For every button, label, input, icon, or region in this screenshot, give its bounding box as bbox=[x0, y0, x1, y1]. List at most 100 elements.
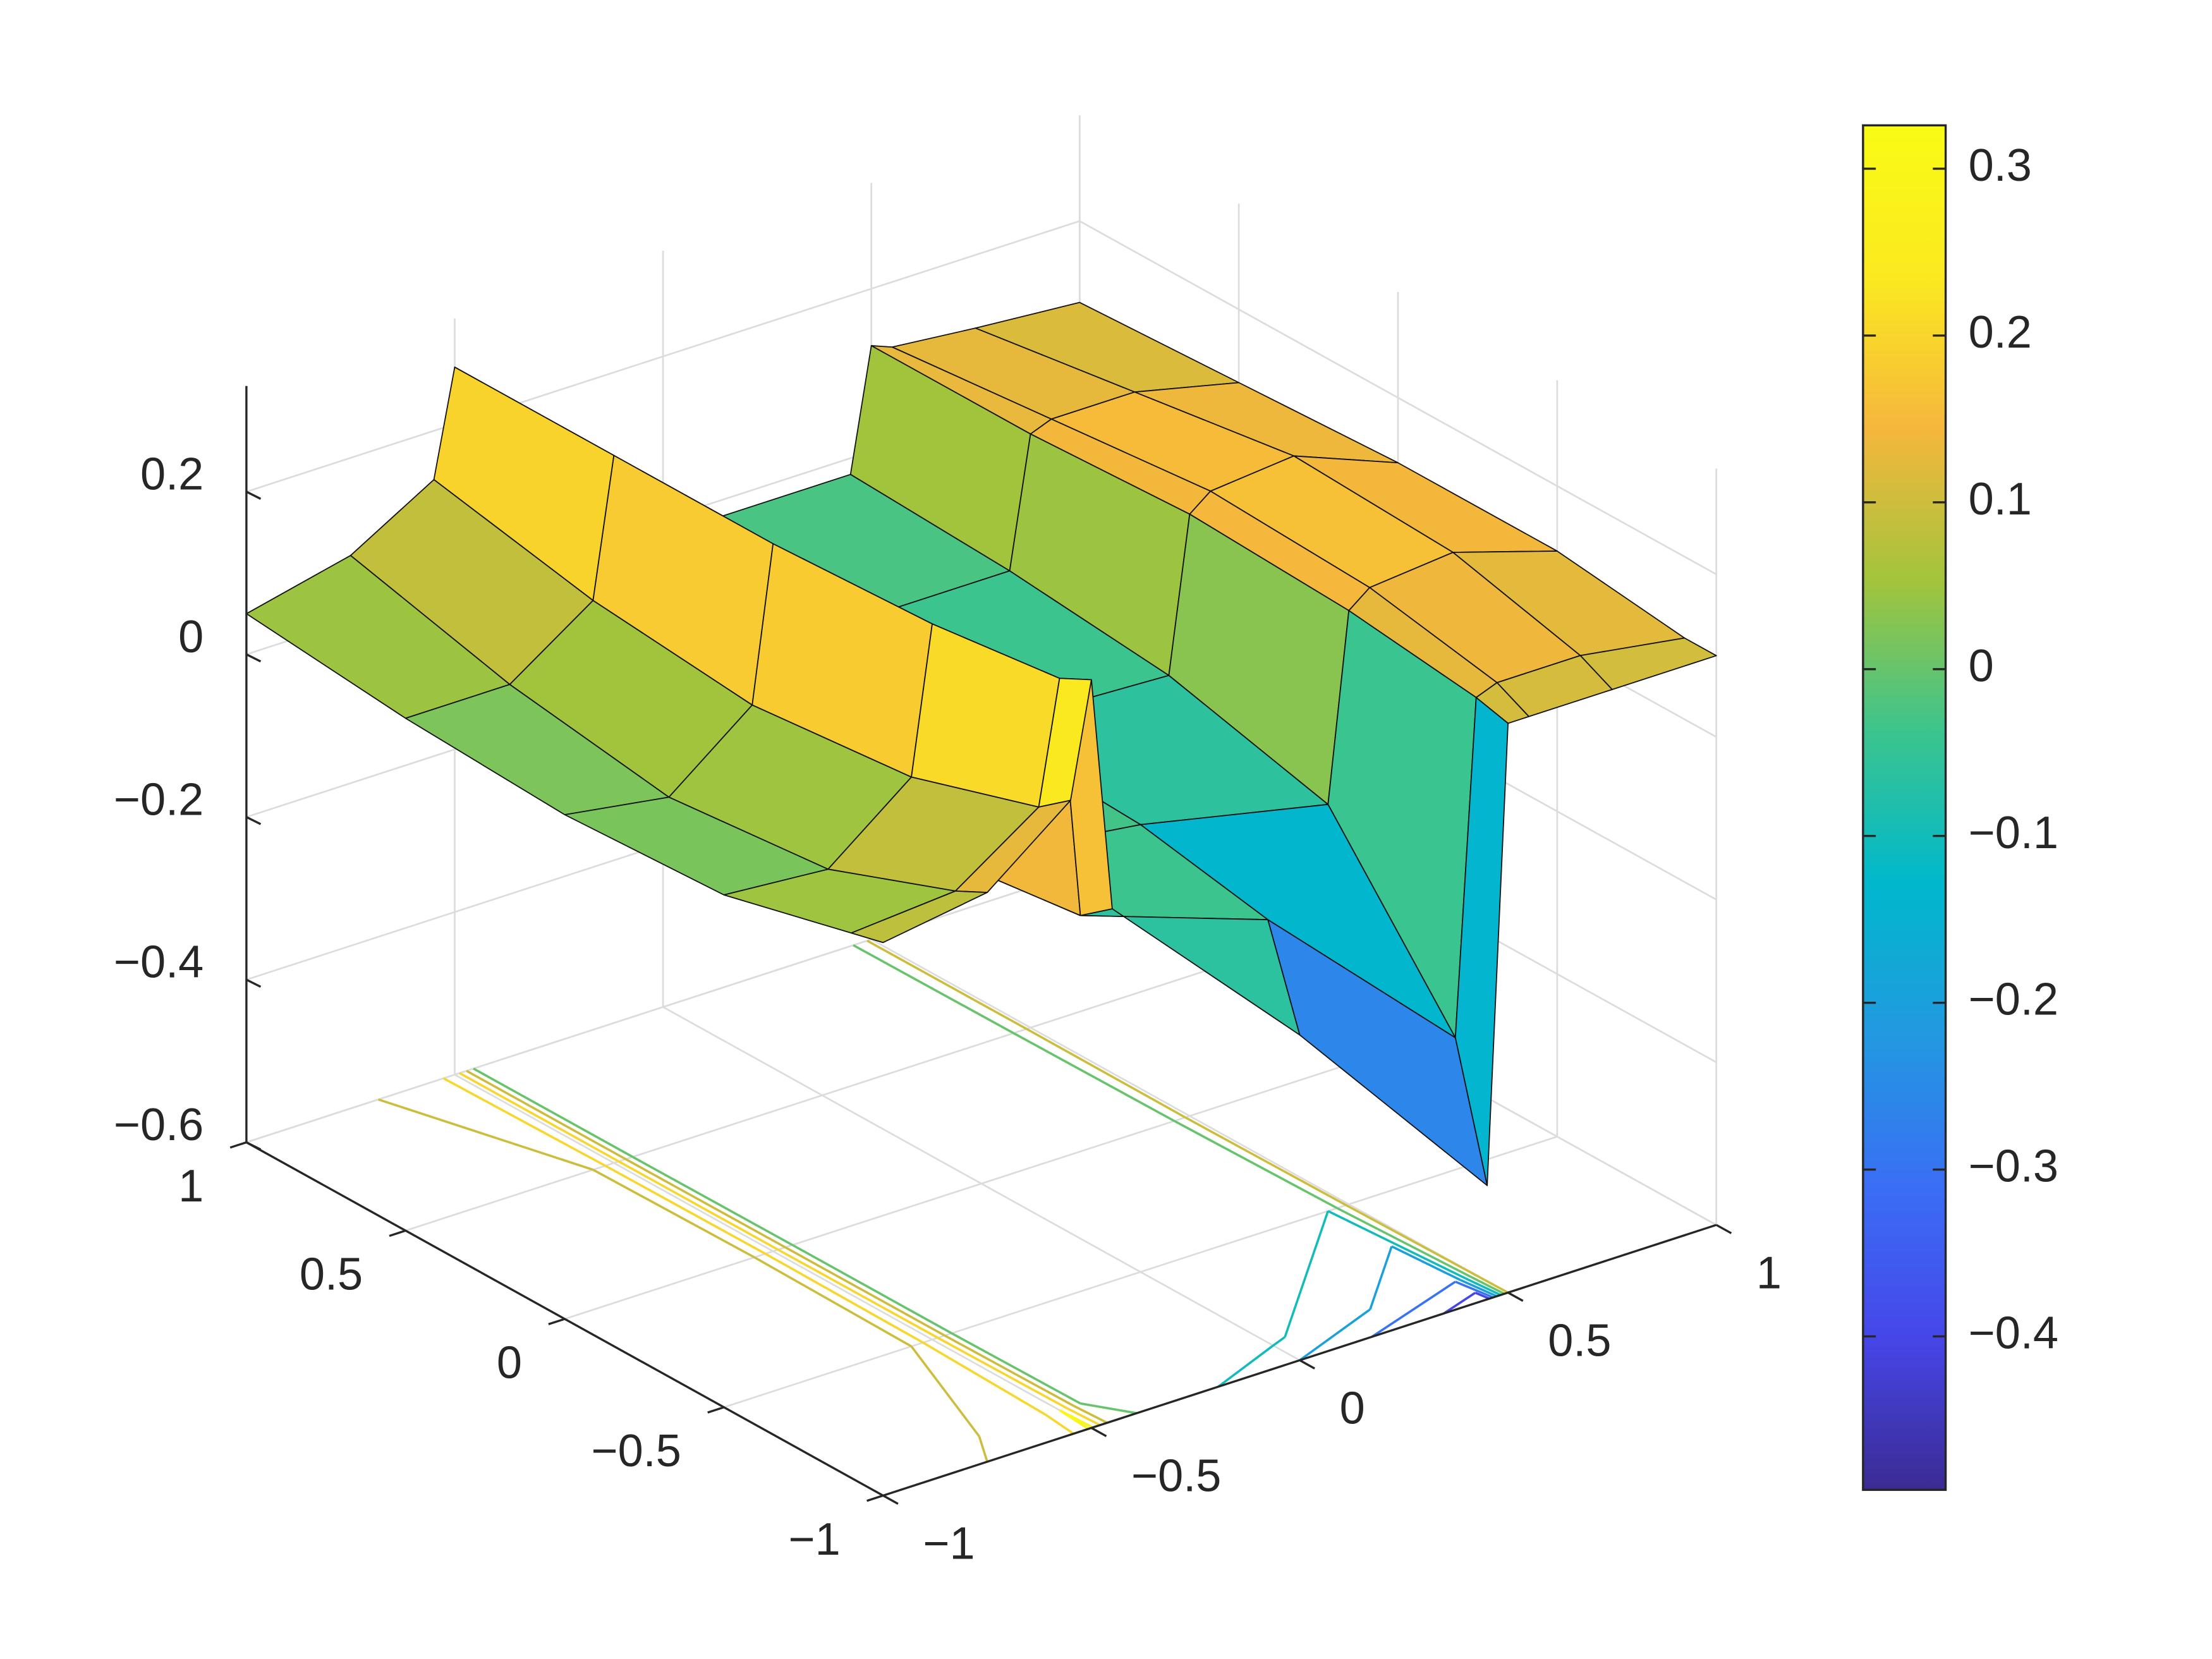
contour-line bbox=[473, 1067, 633, 1158]
y-tick bbox=[866, 1494, 884, 1502]
z-tick-label: −0.6 bbox=[114, 1100, 204, 1150]
contour-line bbox=[1465, 1277, 1502, 1296]
contour-line bbox=[777, 1248, 939, 1339]
contour-line bbox=[1369, 1246, 1393, 1310]
z-tick-label: 0.2 bbox=[140, 449, 204, 500]
colorbar-tick-label: −0.3 bbox=[1969, 1141, 2058, 1192]
y-tick bbox=[229, 1141, 247, 1149]
contour-line bbox=[922, 1341, 1047, 1416]
contour-line bbox=[1327, 1210, 1466, 1280]
z-tick bbox=[246, 978, 262, 988]
contour-line bbox=[1184, 1116, 1347, 1206]
surface bbox=[245, 301, 1717, 1186]
contour-line bbox=[1174, 1120, 1338, 1210]
grid-line bbox=[1079, 220, 1717, 575]
colorbar-tick-label: 0.2 bbox=[1969, 307, 2032, 358]
contour-line bbox=[625, 1158, 786, 1249]
contour-line bbox=[1443, 1291, 1476, 1315]
y-tick-label: 0 bbox=[497, 1337, 522, 1388]
contour-line bbox=[618, 1160, 779, 1251]
contour-line bbox=[1066, 1407, 1101, 1426]
x-tick-label: −0.5 bbox=[1131, 1451, 1221, 1502]
z-tick-label: −0.2 bbox=[114, 774, 204, 825]
contour-line bbox=[604, 1164, 766, 1255]
y-tick bbox=[707, 1406, 724, 1414]
contour-line bbox=[1460, 1279, 1498, 1297]
contour-line bbox=[784, 1246, 945, 1337]
y-tick-label: 0.5 bbox=[300, 1249, 363, 1300]
colorbar-tick-label: 0.1 bbox=[1969, 474, 2032, 525]
x-tick bbox=[1091, 1426, 1107, 1437]
z-tick-label: 0 bbox=[178, 612, 204, 662]
y-tick bbox=[548, 1318, 566, 1325]
y-tick bbox=[389, 1229, 406, 1237]
z-tick bbox=[246, 653, 262, 663]
x-tick-label: 1 bbox=[1756, 1248, 1782, 1298]
contour-line bbox=[1474, 1291, 1490, 1300]
contour-line bbox=[378, 1098, 593, 1171]
z-tick bbox=[246, 1141, 262, 1151]
contour-line bbox=[1080, 1402, 1137, 1414]
colorbar-tick-label: −0.1 bbox=[1969, 808, 2058, 858]
contour-line bbox=[1217, 1344, 1274, 1388]
contour-line bbox=[1073, 1404, 1108, 1424]
colorbar-tick-label: −0.4 bbox=[1969, 1308, 2058, 1359]
contour-line bbox=[1284, 1210, 1330, 1338]
contour-line bbox=[1470, 1275, 1505, 1295]
x-tick-label: 0 bbox=[1340, 1383, 1365, 1433]
contour-line bbox=[978, 1436, 988, 1462]
contour-line bbox=[592, 1169, 755, 1259]
colorbar-tick-label: 0 bbox=[1969, 641, 1994, 691]
y-tick-label: −1 bbox=[788, 1514, 840, 1565]
contour-line bbox=[1026, 1028, 1186, 1119]
contour-line bbox=[1371, 1280, 1456, 1338]
grid-line bbox=[246, 220, 1080, 493]
contour-line bbox=[1059, 1409, 1094, 1429]
contour-line bbox=[1455, 1280, 1494, 1299]
contour-line bbox=[910, 1346, 980, 1437]
contour-line bbox=[632, 1155, 793, 1246]
contour-line bbox=[951, 1332, 1081, 1405]
colorbar-tick-label: −0.2 bbox=[1969, 975, 2058, 1025]
contour-line bbox=[866, 939, 1028, 1030]
x-tick bbox=[1715, 1224, 1732, 1234]
contour-line bbox=[1336, 1206, 1471, 1278]
contour-line bbox=[1299, 1308, 1371, 1361]
contour-line bbox=[1475, 1273, 1509, 1294]
x-tick bbox=[1299, 1359, 1315, 1370]
contour-line bbox=[1272, 1336, 1286, 1347]
contour-line bbox=[765, 1253, 924, 1344]
contour-line bbox=[466, 1069, 626, 1160]
contour-line bbox=[1346, 1204, 1476, 1277]
contour-line bbox=[937, 1337, 1067, 1409]
grid-line bbox=[564, 1047, 1399, 1320]
grid-line bbox=[724, 1136, 1558, 1408]
colorbar-tick-label: 0.3 bbox=[1969, 140, 2032, 191]
contour-line bbox=[442, 1077, 606, 1167]
contour-line bbox=[753, 1256, 912, 1347]
y-tick-label: 1 bbox=[178, 1161, 204, 1212]
surface-face bbox=[851, 890, 988, 944]
contour-line bbox=[1012, 1032, 1175, 1122]
contour-line bbox=[459, 1072, 619, 1163]
contour-line bbox=[1391, 1245, 1461, 1282]
grid-line bbox=[246, 870, 1080, 1143]
x-tick bbox=[1507, 1291, 1524, 1302]
colorbar-scale bbox=[1862, 124, 1947, 1492]
z-tick bbox=[246, 490, 262, 500]
x-tick-label: −1 bbox=[923, 1519, 975, 1569]
colorbar: −0.4 −0.3 −0.2 −0.1 0 0.1 0.2 0.3 bbox=[1862, 124, 2058, 1492]
grid-line bbox=[405, 959, 1239, 1232]
contour-line bbox=[792, 1244, 952, 1335]
y-tick-label: −0.5 bbox=[591, 1426, 681, 1476]
x-tick-label: 0.5 bbox=[1548, 1315, 1611, 1366]
x-tick bbox=[882, 1494, 899, 1505]
z-tick-label: −0.4 bbox=[114, 937, 204, 988]
contour-line bbox=[853, 944, 1014, 1035]
axes: −1 −0.5 0 0.5 1 −1 −0.5 0 0.5 1 −0.6 −0.4 −0.2 0 0.2 bbox=[114, 386, 1782, 1569]
contours bbox=[378, 939, 1509, 1462]
z-tick bbox=[246, 816, 262, 825]
contour-line bbox=[1045, 1414, 1074, 1435]
contour-line bbox=[944, 1334, 1074, 1407]
